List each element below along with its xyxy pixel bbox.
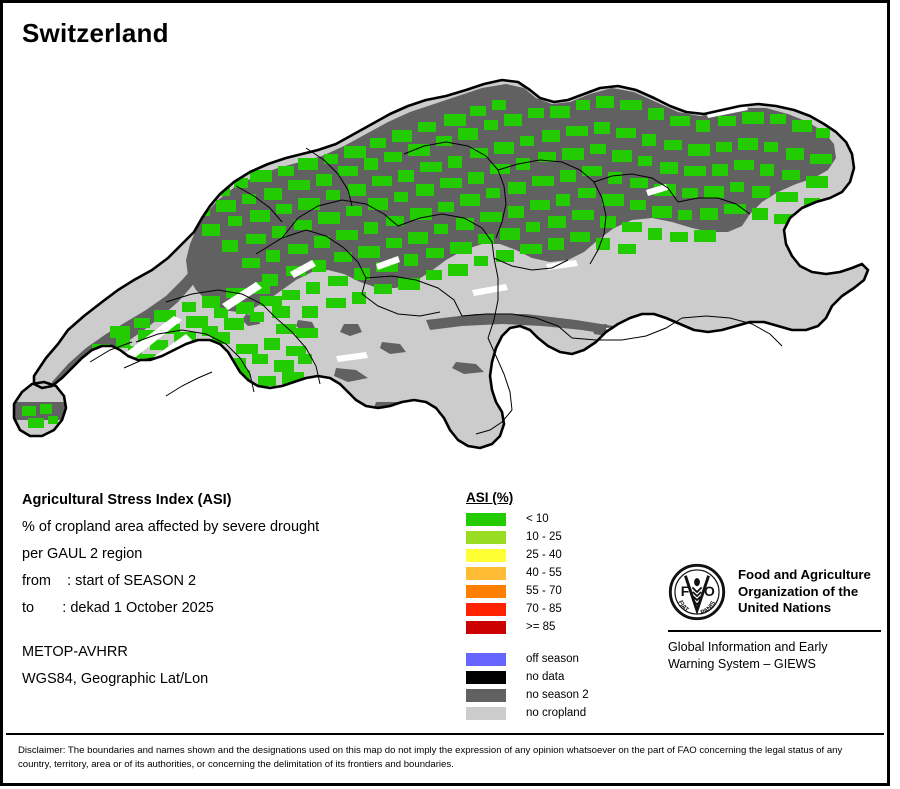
legend-swatch <box>466 670 506 684</box>
fao-logo-motto-right: PANIS <box>700 600 717 616</box>
switzerland-choropleth[interactable] <box>6 58 886 478</box>
disclaimer-divider <box>6 733 884 735</box>
legend-row: >= 85 <box>466 619 656 635</box>
legend-swatch <box>466 652 506 666</box>
legend-swatch <box>466 620 506 634</box>
info-line-subtitle: % of cropland area affected by severe dr… <box>22 519 320 535</box>
legend-label: no season 2 <box>526 689 589 701</box>
legend-title: ASI (%) <box>466 490 514 505</box>
legend-status-row: no cropland <box>466 705 656 721</box>
map-national-border <box>12 78 870 450</box>
legend-swatch <box>466 602 506 616</box>
legend-label: off season <box>526 653 579 665</box>
legend-swatch <box>466 566 506 580</box>
legend-status-row: off season <box>466 651 656 667</box>
map-exclave-geneva <box>14 392 66 428</box>
info-heading: Agricultural Stress Index (ASI) <box>22 492 232 508</box>
info-line-sensor: METOP-AVHRR <box>22 644 128 660</box>
fao-logo-icon: F O FIAT PANIS <box>668 563 726 621</box>
asi-legend: ASI (%) < 10 10 - 25 25 - 40 40 - 55 55 … <box>466 490 656 723</box>
info-line-to: to : dekad 1 October 2025 <box>22 600 214 616</box>
legend-swatch <box>466 706 506 720</box>
legend-row: 55 - 70 <box>466 583 656 599</box>
info-line-projection: WGS84, Geographic Lat/Lon <box>22 671 209 687</box>
legend-swatch <box>466 584 506 598</box>
map-canvas[interactable] <box>6 58 886 478</box>
legend-swatch <box>466 688 506 702</box>
fao-organization-name: Food and Agriculture Organization of the… <box>738 567 871 616</box>
legend-swatch <box>466 512 506 526</box>
giews-line-1: Global Information and Early <box>668 640 828 654</box>
legend-label: < 10 <box>526 513 549 525</box>
page-title: Switzerland <box>22 18 169 48</box>
legend-label: 25 - 40 <box>526 549 562 561</box>
giews-line-2: Warning System – GIEWS <box>668 656 816 671</box>
legend-row: < 10 <box>466 511 656 527</box>
legend-label: 40 - 55 <box>526 567 562 579</box>
info-spacer <box>22 627 452 644</box>
legend-label: 55 - 70 <box>526 585 562 597</box>
legend-label: 70 - 85 <box>526 603 562 615</box>
disclaimer-text: Disclaimer: The boundaries and names sho… <box>18 745 843 771</box>
legend-status-row: no data <box>466 669 656 685</box>
fao-logo-letter-o: O <box>704 583 715 599</box>
fao-name-line-3: United Nations <box>738 600 832 616</box>
fao-branding: F O FIAT PANIS Food and Agriculture Orga… <box>668 563 883 672</box>
info-line-from: from : start of SEASON 2 <box>22 573 197 589</box>
legend-row: 70 - 85 <box>466 601 656 617</box>
fao-logo-letter-f: F <box>681 583 690 599</box>
map-info-block: Agricultural Stress Index (ASI) % of cro… <box>22 492 452 698</box>
legend-swatch <box>466 548 506 562</box>
legend-row: 25 - 40 <box>466 547 656 563</box>
legend-swatch <box>466 530 506 544</box>
legend-label: 10 - 25 <box>526 531 562 543</box>
legend-gap <box>466 637 656 651</box>
legend-status-row: no season 2 <box>466 687 656 703</box>
fao-name-line-1: Food and Agriculture <box>738 567 871 583</box>
fao-name-line-2: Organization of the <box>738 583 859 599</box>
info-line-region: per GAUL 2 region <box>22 546 143 562</box>
legend-row: 10 - 25 <box>466 529 656 545</box>
legend-label: no data <box>526 671 565 683</box>
legend-label: no cropland <box>526 707 587 719</box>
giews-subtitle: Global Information and Early Warning Sys… <box>668 639 883 672</box>
legend-row: 40 - 55 <box>466 565 656 581</box>
legend-label: >= 85 <box>526 621 556 633</box>
fao-divider <box>668 630 881 632</box>
